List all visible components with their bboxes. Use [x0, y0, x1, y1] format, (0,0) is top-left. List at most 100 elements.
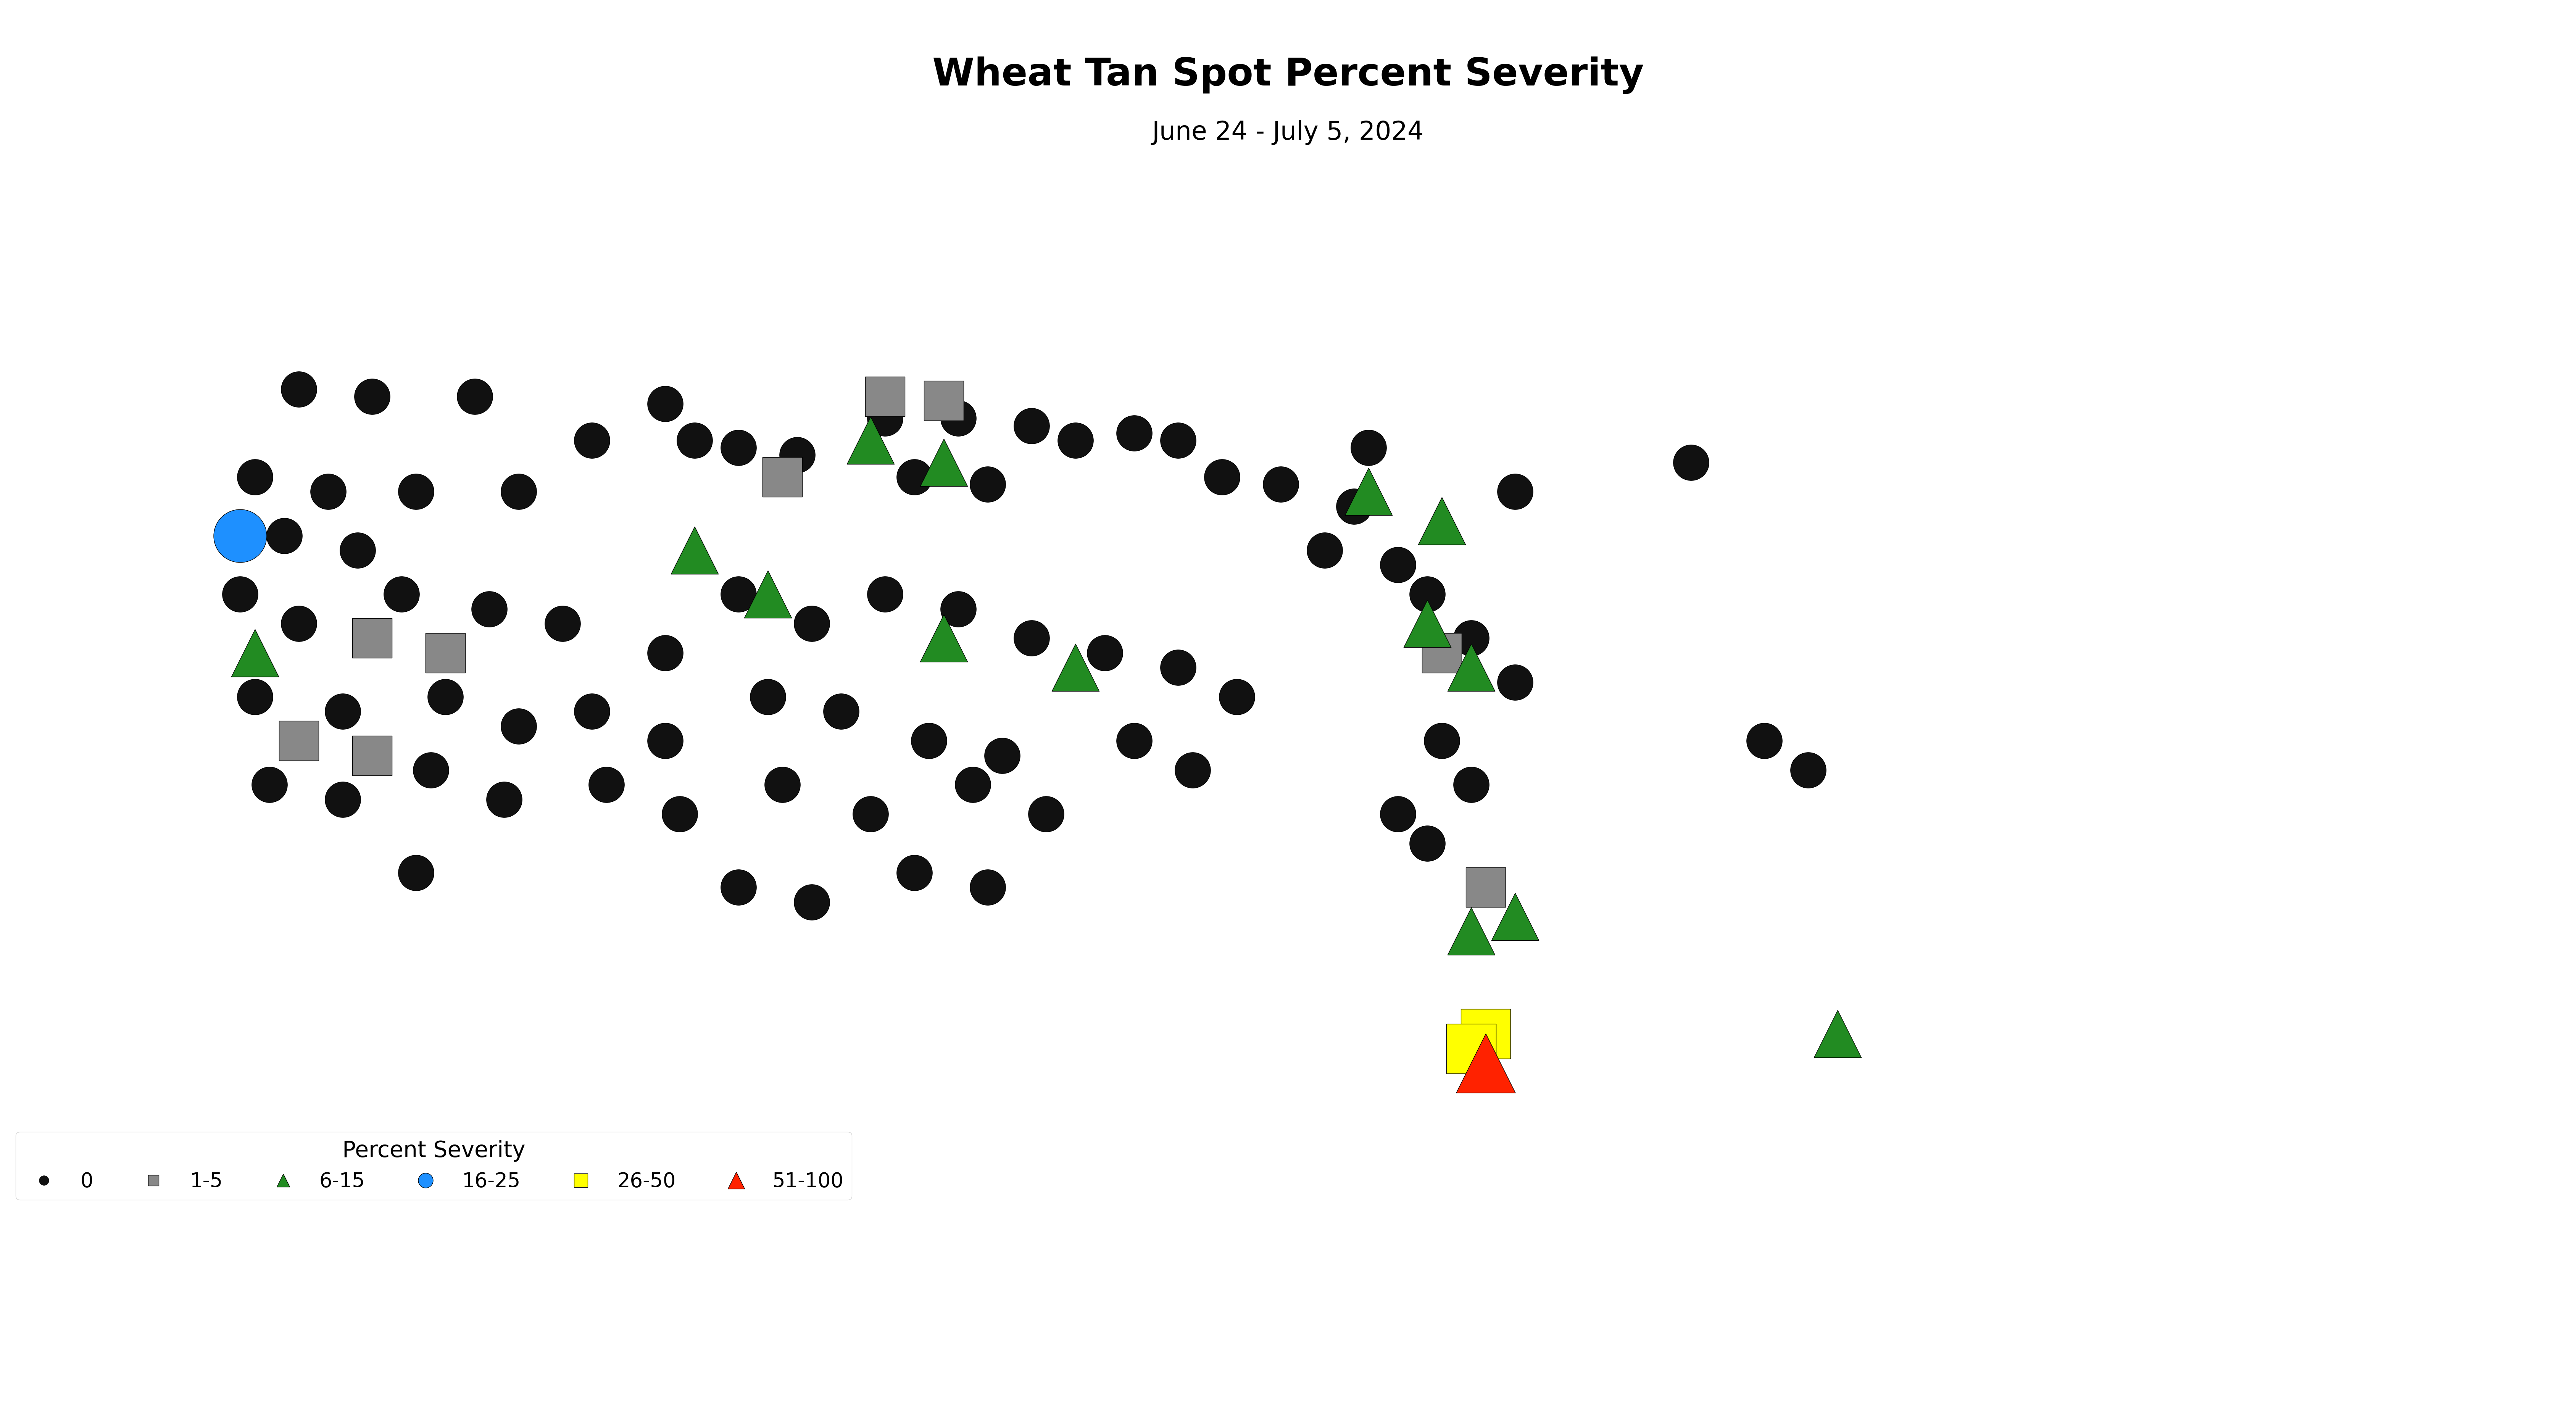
Point	[469, 597, 510, 620]
Point	[322, 788, 363, 810]
Point	[1494, 480, 1535, 503]
Point	[397, 861, 438, 884]
Point	[410, 758, 451, 781]
Point	[1010, 414, 1051, 436]
Point	[497, 714, 538, 737]
Point	[1450, 774, 1492, 796]
Point	[644, 393, 685, 415]
Point	[644, 730, 685, 753]
Point	[219, 583, 260, 606]
Point	[234, 641, 276, 664]
Point	[278, 378, 319, 401]
Point	[1494, 671, 1535, 693]
Point	[1422, 730, 1463, 753]
Point	[675, 539, 716, 562]
Point	[585, 774, 626, 796]
Point	[1788, 758, 1829, 781]
Point	[397, 480, 438, 503]
Point	[762, 774, 804, 796]
Point	[866, 407, 907, 429]
Point	[234, 685, 276, 707]
Point	[350, 744, 392, 767]
Point	[484, 788, 526, 810]
Point	[1744, 730, 1785, 753]
Point	[1406, 613, 1448, 635]
Point	[1406, 583, 1448, 606]
Point	[966, 875, 1007, 898]
Point	[337, 539, 379, 562]
Point	[966, 473, 1007, 496]
Point	[1422, 641, 1463, 664]
Point	[1113, 422, 1154, 445]
Point	[819, 700, 860, 723]
Point	[850, 429, 891, 452]
Point	[1303, 539, 1345, 562]
Point	[1157, 657, 1198, 679]
Point	[350, 627, 392, 650]
Point	[762, 466, 804, 489]
Point	[1466, 1052, 1507, 1075]
Point	[922, 450, 963, 473]
Point	[1157, 429, 1198, 452]
Point	[644, 641, 685, 664]
Point	[791, 891, 832, 914]
Point	[497, 480, 538, 503]
Point	[1084, 641, 1126, 664]
Point	[1494, 905, 1535, 928]
Point	[234, 466, 276, 489]
Point	[719, 436, 760, 459]
Text: June 24 - July 5, 2024: June 24 - July 5, 2024	[1151, 120, 1425, 145]
Point	[1025, 803, 1066, 826]
Point	[922, 390, 963, 412]
Point	[894, 466, 935, 489]
Point	[1450, 921, 1492, 943]
Point	[1056, 429, 1097, 452]
Point	[1260, 473, 1301, 496]
Point	[775, 443, 817, 466]
Point	[1378, 803, 1419, 826]
Point	[278, 613, 319, 635]
Point	[659, 803, 701, 826]
Point	[425, 641, 466, 664]
Point	[250, 774, 291, 796]
Point	[1200, 466, 1242, 489]
Point	[1347, 436, 1388, 459]
Point	[453, 385, 495, 408]
Point	[307, 480, 348, 503]
Point	[1334, 496, 1376, 518]
Point	[1010, 627, 1051, 650]
Point	[922, 627, 963, 650]
Point	[850, 803, 891, 826]
Point	[219, 524, 260, 546]
Point	[1466, 1022, 1507, 1045]
Point	[866, 583, 907, 606]
Point	[572, 700, 613, 723]
Point	[1669, 450, 1710, 473]
Point	[278, 730, 319, 753]
Point	[1450, 1038, 1492, 1060]
Point	[1422, 510, 1463, 532]
Point	[938, 597, 979, 620]
Point	[909, 730, 951, 753]
Point	[381, 583, 422, 606]
Point	[1056, 657, 1097, 679]
Point	[938, 407, 979, 429]
Point	[1113, 730, 1154, 753]
Point	[425, 685, 466, 707]
Point	[866, 385, 907, 408]
Point	[981, 744, 1023, 767]
Point	[263, 524, 304, 546]
Point	[541, 613, 582, 635]
Point	[791, 613, 832, 635]
Point	[350, 385, 392, 408]
Point	[322, 700, 363, 723]
Point	[1406, 832, 1448, 854]
Point	[894, 861, 935, 884]
Point	[719, 875, 760, 898]
Point	[1216, 685, 1257, 707]
Point	[747, 583, 788, 606]
Legend: 0, 1-5, 6-15, 16-25, 26-50, 51-100: 0, 1-5, 6-15, 16-25, 26-50, 51-100	[15, 1132, 853, 1200]
Point	[953, 774, 994, 796]
Point	[747, 685, 788, 707]
Point	[572, 429, 613, 452]
